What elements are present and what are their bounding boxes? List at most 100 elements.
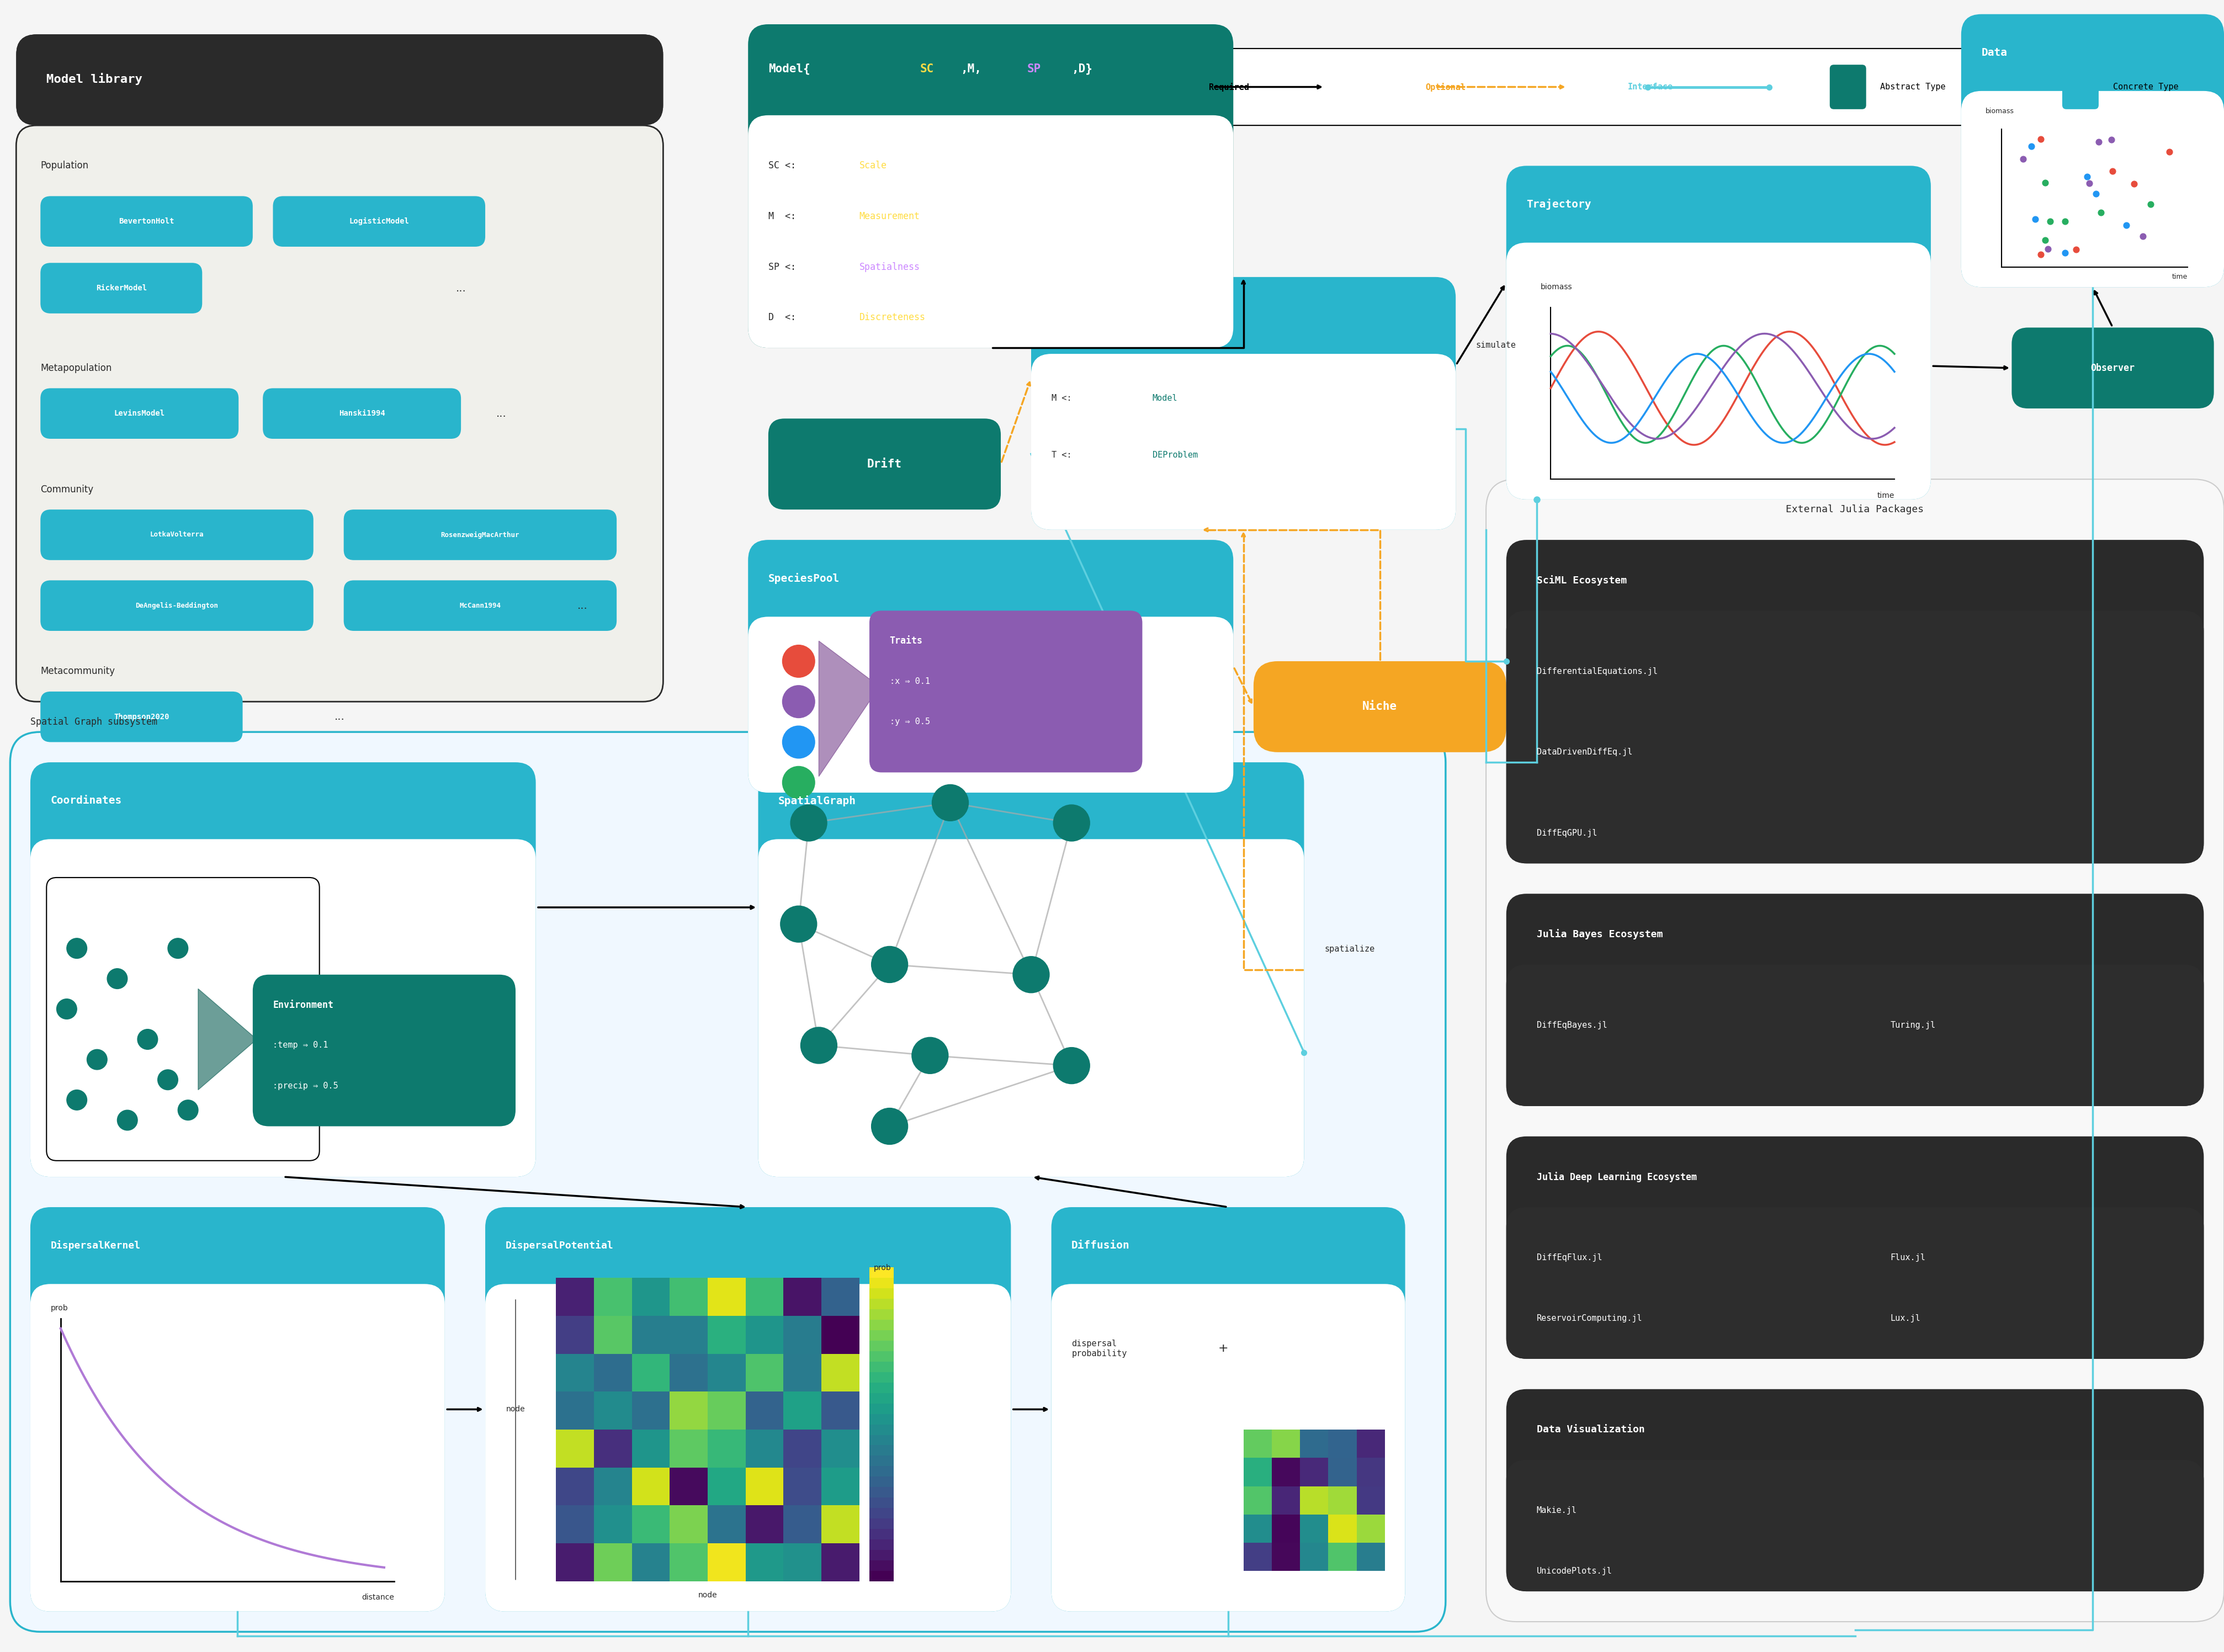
Text: External Julia Packages: External Julia Packages xyxy=(1786,504,1924,514)
Bar xyxy=(870,1404,894,1414)
FancyBboxPatch shape xyxy=(1830,64,1866,109)
Bar xyxy=(870,1540,894,1550)
Bar xyxy=(1357,1457,1386,1487)
Bar xyxy=(632,1279,669,1317)
Bar xyxy=(870,1571,894,1581)
Bar xyxy=(870,1550,894,1559)
Text: DispersalKernel: DispersalKernel xyxy=(51,1241,140,1251)
FancyBboxPatch shape xyxy=(1254,661,1506,752)
Bar xyxy=(870,1518,894,1530)
Bar xyxy=(594,1467,632,1505)
Point xyxy=(2046,208,2082,235)
Bar xyxy=(821,1317,858,1353)
FancyBboxPatch shape xyxy=(485,1208,1012,1612)
FancyBboxPatch shape xyxy=(274,197,485,246)
Point xyxy=(2028,170,2064,197)
FancyBboxPatch shape xyxy=(31,762,536,1176)
Point xyxy=(2006,145,2042,172)
Text: Concrete Type: Concrete Type xyxy=(2113,83,2177,91)
Circle shape xyxy=(783,686,814,719)
Text: Optional: Optional xyxy=(1426,83,1466,91)
Text: ReservoirComputing.jl: ReservoirComputing.jl xyxy=(1537,1315,1641,1323)
Bar xyxy=(783,1353,821,1391)
Bar xyxy=(556,1353,594,1391)
Bar xyxy=(669,1279,707,1317)
Bar xyxy=(1272,1515,1301,1543)
Text: Niche: Niche xyxy=(1363,700,1397,712)
Text: LogisticModel: LogisticModel xyxy=(349,218,409,225)
Bar xyxy=(870,1487,894,1498)
Text: +: + xyxy=(1219,1343,1228,1355)
Text: Spatialness: Spatialness xyxy=(858,263,921,273)
Bar xyxy=(745,1467,783,1505)
Bar xyxy=(1357,1487,1386,1515)
Circle shape xyxy=(932,785,967,821)
Bar xyxy=(669,1467,707,1505)
Bar xyxy=(632,1353,669,1391)
Point xyxy=(2073,170,2108,197)
Text: UnicodePlots.jl: UnicodePlots.jl xyxy=(1537,1568,1612,1576)
FancyBboxPatch shape xyxy=(16,35,663,126)
Text: Turing.jl: Turing.jl xyxy=(1890,1021,1935,1029)
FancyBboxPatch shape xyxy=(40,509,314,560)
FancyBboxPatch shape xyxy=(1486,479,2224,1622)
Bar xyxy=(556,1429,594,1467)
Bar xyxy=(821,1505,858,1543)
FancyBboxPatch shape xyxy=(747,540,1234,793)
Bar xyxy=(821,1543,858,1581)
Bar xyxy=(632,1543,669,1581)
Text: Spatial Graph subsystem: Spatial Graph subsystem xyxy=(31,717,158,727)
Bar xyxy=(707,1467,745,1505)
Text: SpatialGraph: SpatialGraph xyxy=(778,795,856,806)
Text: DataDrivenDiffEq.jl: DataDrivenDiffEq.jl xyxy=(1537,748,1632,757)
Text: ...: ... xyxy=(576,600,587,611)
Circle shape xyxy=(107,968,127,990)
Text: Required: Required xyxy=(1210,83,1250,91)
Bar xyxy=(556,1279,594,1317)
Bar xyxy=(821,1467,858,1505)
Text: :temp ⇒ 0.1: :temp ⇒ 0.1 xyxy=(274,1041,329,1049)
Bar xyxy=(594,1543,632,1581)
Text: DispersalPotential: DispersalPotential xyxy=(505,1241,614,1251)
Point xyxy=(2013,134,2048,160)
Text: SpeciesPool: SpeciesPool xyxy=(767,573,841,583)
Text: Model library: Model library xyxy=(47,73,142,84)
Bar xyxy=(1301,1515,1328,1543)
Circle shape xyxy=(167,938,189,958)
Text: Drift: Drift xyxy=(867,459,903,469)
Point xyxy=(2024,241,2059,268)
Bar xyxy=(783,1279,821,1317)
Point xyxy=(2095,157,2131,183)
Text: prob: prob xyxy=(51,1305,69,1312)
FancyBboxPatch shape xyxy=(31,839,536,1176)
Bar xyxy=(783,1429,821,1467)
Bar xyxy=(1272,1429,1301,1457)
Bar xyxy=(669,1353,707,1391)
Bar xyxy=(556,1467,594,1505)
Bar xyxy=(870,1508,894,1518)
Text: Flux.jl: Flux.jl xyxy=(1890,1254,1926,1262)
Text: Environment: Environment xyxy=(274,999,334,1009)
Point xyxy=(2117,170,2153,197)
FancyBboxPatch shape xyxy=(16,126,663,702)
Text: :y ⇒ 0.5: :y ⇒ 0.5 xyxy=(890,717,930,725)
Bar xyxy=(1301,1457,1328,1487)
Circle shape xyxy=(1012,957,1050,993)
FancyBboxPatch shape xyxy=(40,197,254,246)
Bar xyxy=(1357,1429,1386,1457)
Bar xyxy=(870,1393,894,1404)
Text: prob: prob xyxy=(874,1264,892,1272)
Circle shape xyxy=(912,1037,947,1074)
FancyBboxPatch shape xyxy=(747,616,1234,793)
Bar xyxy=(821,1279,858,1317)
FancyBboxPatch shape xyxy=(40,263,202,314)
Bar xyxy=(594,1353,632,1391)
Circle shape xyxy=(138,1029,158,1049)
Bar xyxy=(1272,1543,1301,1571)
Bar xyxy=(556,1543,594,1581)
FancyBboxPatch shape xyxy=(747,25,1234,349)
Text: ...: ... xyxy=(496,408,507,418)
Text: Metapopulation: Metapopulation xyxy=(40,363,111,373)
Point xyxy=(2108,211,2144,238)
FancyBboxPatch shape xyxy=(1032,354,1457,530)
